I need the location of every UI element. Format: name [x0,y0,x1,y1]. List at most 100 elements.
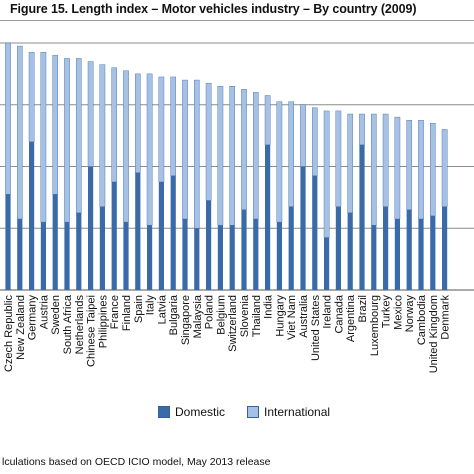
bar-international [371,113,377,226]
bar-international [64,58,70,223]
legend-swatch-domestic [158,406,170,418]
bar-international [17,45,23,220]
x-tick-label: Czech Republic [3,295,15,373]
x-tick-label: Australia [298,294,310,338]
bar-domestic [194,228,200,290]
bar-international [205,82,212,201]
bar-international [182,79,188,220]
x-tick-label: Poland [204,295,216,329]
x-tick-label: Argentina [345,294,357,342]
x-tick-label: Thailand [251,295,263,337]
x-tick-label: Singapore [180,295,192,345]
bar-domestic [324,237,330,290]
bar-domestic [335,206,341,290]
bar-domestic [229,225,235,290]
x-tick-label: Austria [38,294,50,329]
x-tick-label: Bulgaria [168,294,180,335]
x-tick-label: Canada [333,294,345,333]
bar-international [111,67,117,183]
x-tick-label: Belgium [215,295,227,335]
chart-title: Figure 15. Length index – Motor vehicles… [10,2,417,16]
bar-domestic [88,166,94,290]
legend-label-domestic: Domestic [175,405,226,419]
x-tick-label: Germany [27,295,39,341]
bar-domestic [383,206,389,290]
bar-international [134,73,141,173]
bar-domestic [347,212,353,290]
x-tick-label: Cambodia [416,294,428,345]
bar-international [323,110,330,238]
x-tick-label: Ireland [322,295,334,329]
bar-international [241,89,247,210]
x-tick-label: Italy [145,295,157,316]
bar-international [335,110,342,207]
bar-international [40,52,47,223]
x-tick-label: Spain [133,295,145,323]
bar-domestic [76,212,82,290]
bar-international [382,113,389,207]
bar-international [252,92,259,220]
bar-domestic [111,181,117,290]
bar-international [170,76,177,176]
bar-international [347,113,354,214]
legend-swatch-international [247,406,260,418]
x-tick-label: Viet Nam [286,295,298,340]
bar-international [394,116,401,220]
bar-domestic [17,218,23,290]
bar-international [99,64,106,207]
bar-international [359,113,365,146]
x-tick-label: Luxembourg [369,295,381,356]
x-tick-label: Turkey [381,295,393,329]
bar-domestic [182,218,188,290]
bar-domestic [5,194,11,290]
x-tick-label: Malaysia [192,294,204,338]
bar-international [193,79,200,229]
x-tick-label: Slovenia [239,294,251,337]
bar-domestic [147,225,153,290]
x-tick-label: Hungary [274,295,286,337]
bar-international [229,86,236,226]
bar-international [87,61,94,167]
bars [5,42,448,290]
bar-domestic [206,200,212,290]
x-tick-label: Norway [404,295,416,333]
x-tick-label: India [263,294,275,319]
x-tick-label: Netherlands [74,295,86,355]
bar-domestic [312,175,318,290]
title-divider [0,20,474,21]
bar-domestic [158,181,164,290]
x-tick-label: Latvia [156,294,168,324]
stacked-bar-chart: Czech Republic New Zealand Germany Austria S… [0,42,474,373]
bar-domestic [276,222,282,290]
bar-international [264,95,271,146]
x-tick-label: Denmark [440,295,452,340]
bar-international [406,119,413,210]
legend-item-international: International [247,405,330,419]
bar-domestic [394,218,400,290]
bar-domestic [217,225,223,290]
bar-international [52,55,58,195]
bar-domestic [123,222,129,290]
bar-domestic [371,225,377,290]
bar-international [146,73,153,226]
bar-international [441,129,448,207]
x-tick-label: New Zealand [15,295,27,360]
bar-international [217,86,224,226]
bar-domestic [430,215,436,290]
bar-international [418,119,424,220]
source-note: lculations based on OECD ICIO model, May… [2,456,271,468]
legend-label-international: International [264,405,331,419]
bar-international [5,42,11,195]
bar-international [312,107,318,176]
bar-domestic [64,222,70,290]
bar-domestic [442,206,448,290]
bar-international [28,52,35,142]
bar-domestic [40,222,46,290]
x-tick-label: United States [310,295,322,362]
bar-international [123,70,129,223]
legend-item-domestic: Domestic [158,405,225,419]
bar-international [300,104,306,167]
x-tick-label: Mexico [392,295,404,330]
bar-domestic [418,218,424,290]
x-tick-label: Chinese Taipei [86,295,98,367]
